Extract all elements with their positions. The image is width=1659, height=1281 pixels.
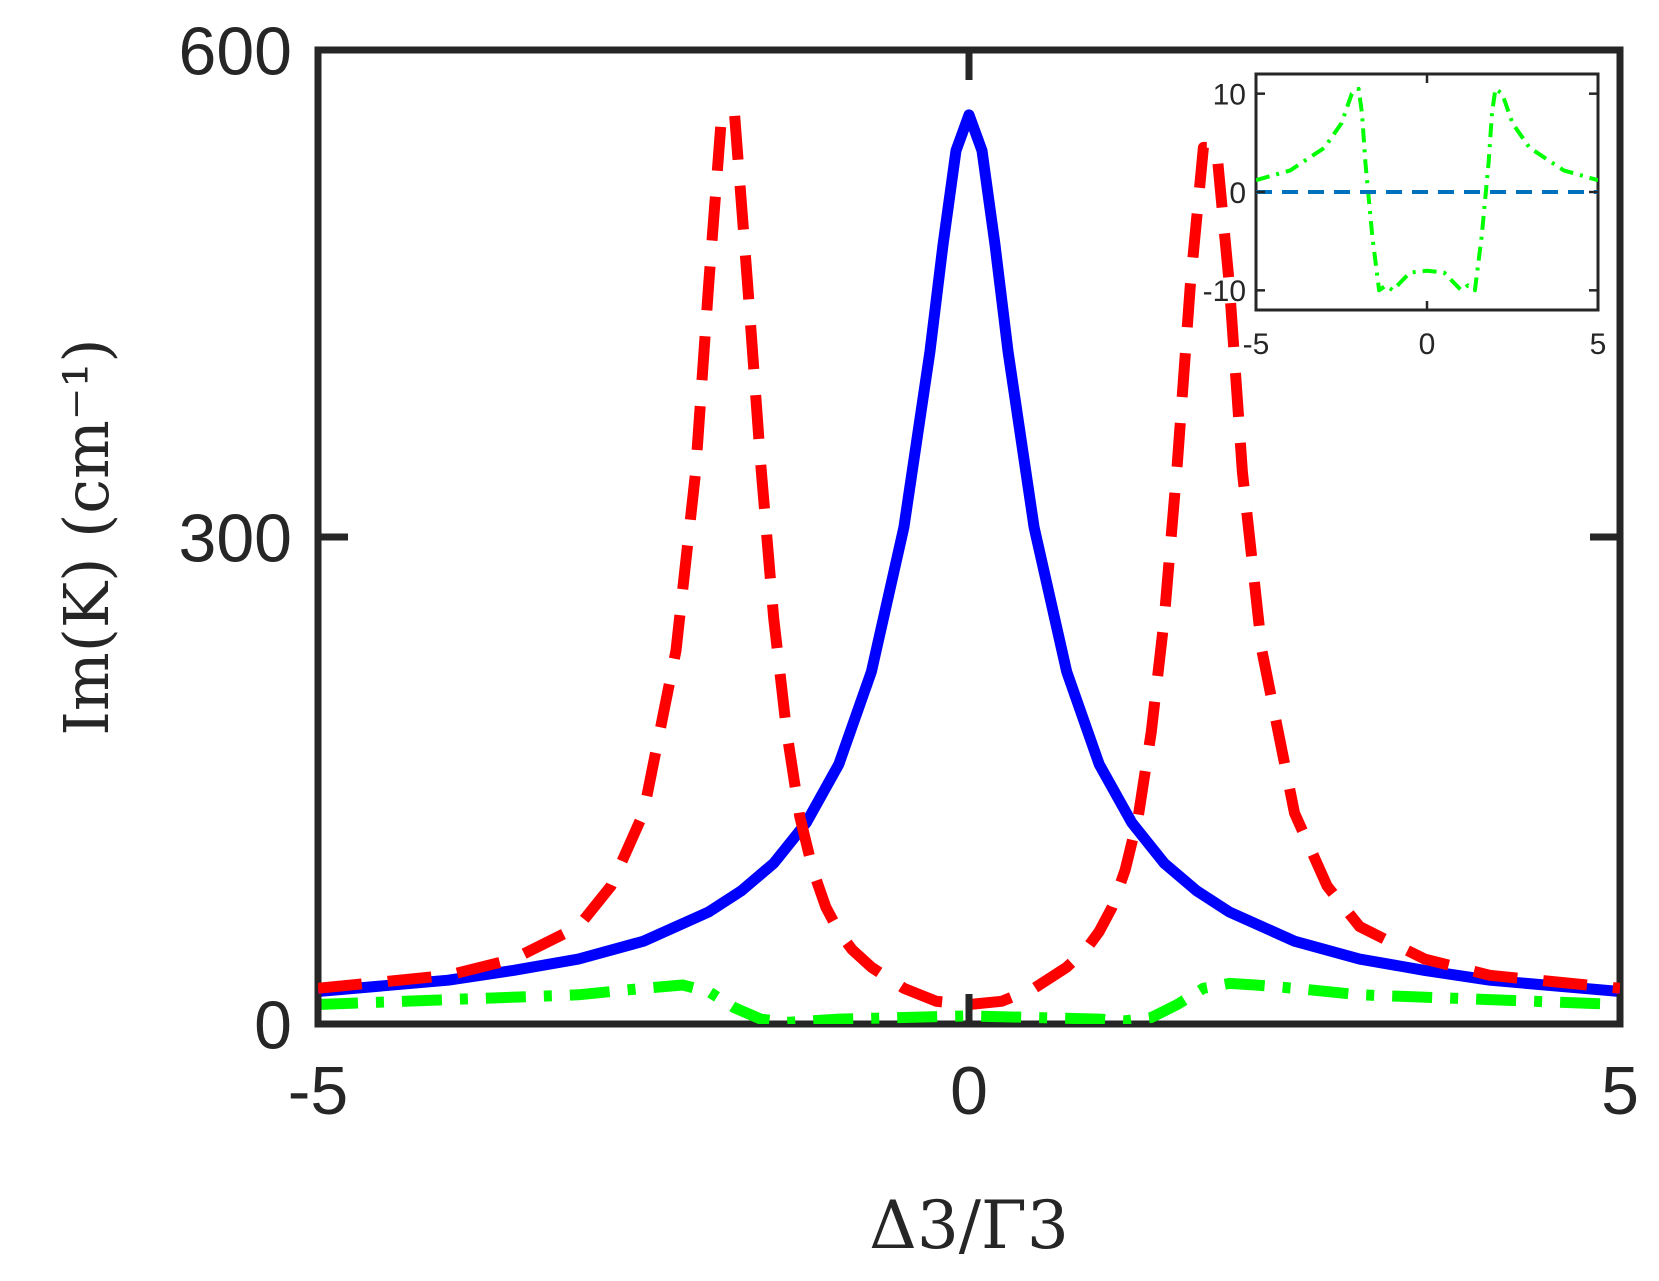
main-x-tick-label: 0 xyxy=(950,1053,988,1129)
main-x-tick-label: -5 xyxy=(288,1053,348,1129)
main-series-solid-blue xyxy=(318,109,1620,997)
x-axis-label: Δ3/Γ3 xyxy=(869,1187,1069,1264)
main-x-tick-label: 5 xyxy=(1601,1053,1639,1129)
y-axis-label: Im(K) (cm⁻¹) xyxy=(50,338,123,735)
inset-plot-area xyxy=(1256,86,1598,293)
inset-y-tick-label: -10 xyxy=(1203,275,1246,308)
main-series-dash-dot-green xyxy=(318,977,1620,1024)
inset-y-tick-label: 0 xyxy=(1229,177,1246,210)
inset-x-tick-label: -5 xyxy=(1243,328,1270,361)
inset-ticks: -5 0 5 -10 0 10 xyxy=(1203,74,1607,361)
inset-series-dash-dot-green xyxy=(1256,86,1598,293)
main-y-tick-label: 600 xyxy=(179,13,292,89)
main-y-tick-label: 0 xyxy=(254,987,292,1063)
inset-x-tick-label: 0 xyxy=(1419,328,1436,361)
inset-x-tick-label: 5 xyxy=(1590,328,1607,361)
inset-axes: -5 0 5 -10 0 10 xyxy=(1203,72,1607,361)
inset-y-tick-label: 10 xyxy=(1213,78,1246,111)
main-y-tick-label: 300 xyxy=(179,500,292,576)
